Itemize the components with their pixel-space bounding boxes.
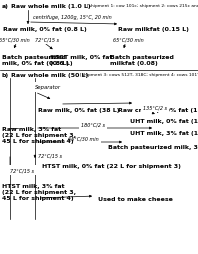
Text: [shipment 3: cows 512T, 318C; shipment 4: cows 101T, 215C]: [shipment 3: cows 512T, 318C; shipment 4… xyxy=(80,73,198,77)
Text: b): b) xyxy=(2,73,9,78)
Text: centrifuge, 1200g, 15°C, 20 min: centrifuge, 1200g, 15°C, 20 min xyxy=(33,14,111,19)
Text: Raw cream, 40% fat (1.1 L): Raw cream, 40% fat (1.1 L) xyxy=(118,108,198,113)
Text: Raw milk, 0% fat (0.8 L): Raw milk, 0% fat (0.8 L) xyxy=(3,27,87,32)
Text: Raw milk, 0% fat (38 L): Raw milk, 0% fat (38 L) xyxy=(38,108,120,113)
Text: Raw milk, 3% fat
(22 L for shipment 3,
45 L for shipment 4): Raw milk, 3% fat (22 L for shipment 3, 4… xyxy=(2,126,76,143)
Text: 72°C/15 s: 72°C/15 s xyxy=(35,37,59,42)
Text: UHT milk, 0% fat (1 L): UHT milk, 0% fat (1 L) xyxy=(130,119,198,123)
Text: Raw whole milk (50 L): Raw whole milk (50 L) xyxy=(11,73,88,78)
Text: Raw milkfat (0.15 L): Raw milkfat (0.15 L) xyxy=(118,27,189,32)
Text: Batch pasteurized
milk, 0% fat (0.8 L): Batch pasteurized milk, 0% fat (0.8 L) xyxy=(2,55,69,66)
Text: a): a) xyxy=(2,4,9,9)
Text: Batch pasteurized milk, 3% fat (0.5 L): Batch pasteurized milk, 3% fat (0.5 L) xyxy=(108,145,198,149)
Text: UHT milk, 3% fat (1 L): UHT milk, 3% fat (1 L) xyxy=(130,131,198,135)
Text: HTST milk, 0% fat (22 L for shipment 3): HTST milk, 0% fat (22 L for shipment 3) xyxy=(42,163,181,168)
Text: Separator: Separator xyxy=(35,85,61,90)
Text: Used to make cheese: Used to make cheese xyxy=(98,196,173,201)
Text: 135°C/2 s: 135°C/2 s xyxy=(143,105,167,110)
Text: 65°C/30 min: 65°C/30 min xyxy=(0,37,29,42)
Text: 72°C/15 s: 72°C/15 s xyxy=(10,168,34,173)
Text: 65°C/30 min: 65°C/30 min xyxy=(113,37,143,42)
Text: Batch pasteurized
milkfat (0.08): Batch pasteurized milkfat (0.08) xyxy=(110,55,174,66)
Text: 65°C/30 min: 65°C/30 min xyxy=(68,136,98,141)
Text: Raw whole milk (1.0 L): Raw whole milk (1.0 L) xyxy=(11,4,91,9)
Text: [shipment 1: cow 101c; shipment 2: cows 215c and 301c]: [shipment 1: cow 101c; shipment 2: cows … xyxy=(87,4,198,8)
Text: 72°C/15 s: 72°C/15 s xyxy=(38,153,62,158)
Text: 180°C/2 s: 180°C/2 s xyxy=(81,122,105,127)
Text: HTST milk, 3% fat
(22 L for shipment 3,
45 L for shipment 4): HTST milk, 3% fat (22 L for shipment 3, … xyxy=(2,183,76,200)
Text: HTST milk, 0% fat
(0.6 L): HTST milk, 0% fat (0.6 L) xyxy=(50,55,112,66)
